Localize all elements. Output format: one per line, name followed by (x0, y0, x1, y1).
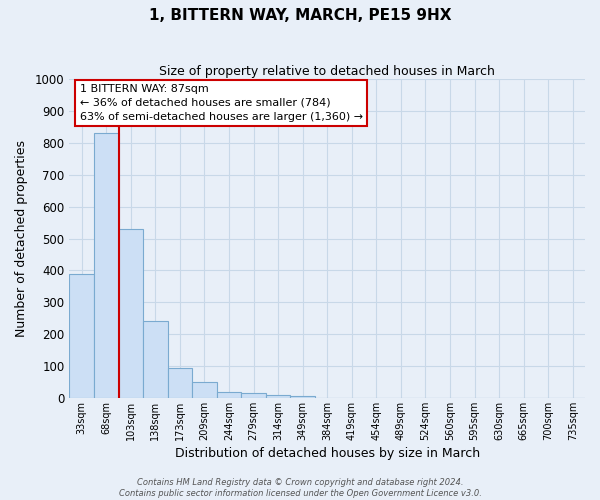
Bar (217, 392, 241, 398)
Bar (119, 229, 143, 398)
Bar (94, 134, 119, 398)
Bar (241, 393, 266, 398)
Bar (290, 396, 315, 398)
Text: 1 BITTERN WAY: 87sqm
← 36% of detached houses are smaller (784)
63% of semi-deta: 1 BITTERN WAY: 87sqm ← 36% of detached h… (80, 84, 363, 122)
Title: Size of property relative to detached houses in March: Size of property relative to detached ho… (159, 65, 495, 78)
Bar (266, 394, 290, 398)
Bar (70, 274, 94, 398)
Bar (167, 368, 192, 398)
Bar (192, 382, 217, 398)
Y-axis label: Number of detached properties: Number of detached properties (15, 140, 28, 337)
Text: Contains HM Land Registry data © Crown copyright and database right 2024.
Contai: Contains HM Land Registry data © Crown c… (119, 478, 481, 498)
X-axis label: Distribution of detached houses by size in March: Distribution of detached houses by size … (175, 447, 480, 460)
Bar (143, 322, 167, 398)
Text: 1, BITTERN WAY, MARCH, PE15 9HX: 1, BITTERN WAY, MARCH, PE15 9HX (149, 8, 451, 22)
